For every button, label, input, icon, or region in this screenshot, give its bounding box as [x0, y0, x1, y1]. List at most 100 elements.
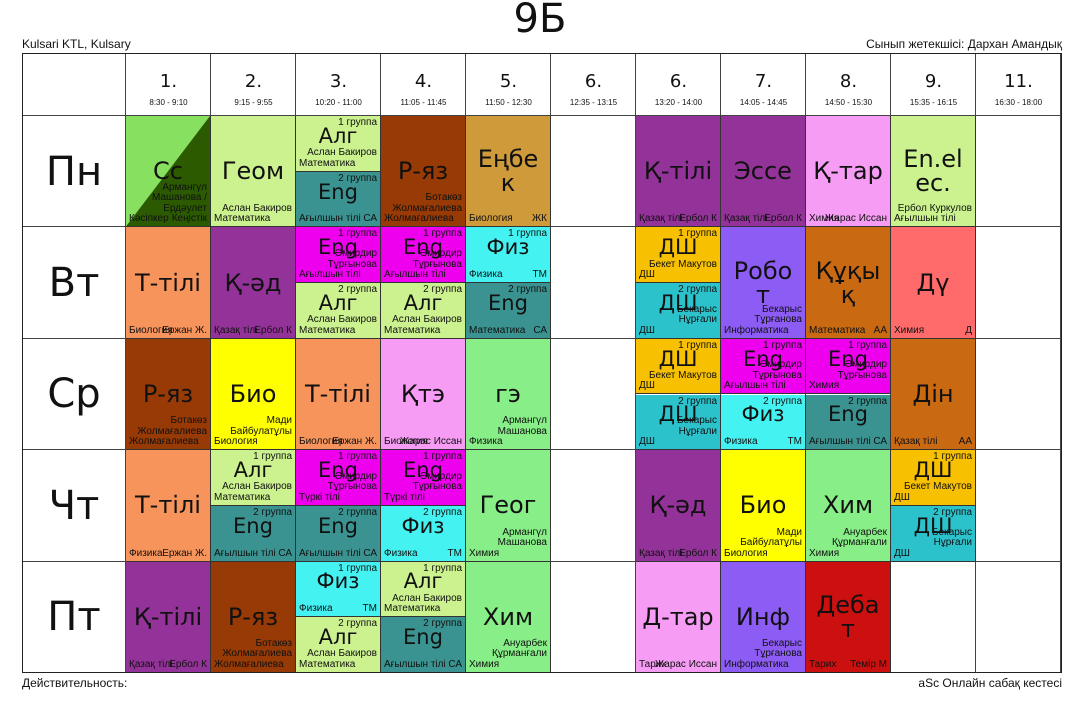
- lesson-card[interactable]: 2 группа Eng Ағылшын тілі СА: [806, 394, 891, 451]
- lesson-card[interactable]: Т-тілі Биология Ержан Ж.: [296, 338, 381, 451]
- lesson-card[interactable]: Қтэ Биология Жарас Иссан: [381, 338, 466, 451]
- lesson-card[interactable]: 1 группа ДШ Бекет Макутов ДШ: [891, 450, 976, 506]
- room-label: Химия: [894, 324, 925, 336]
- group-label: 1 группа: [338, 228, 377, 240]
- lesson-card[interactable]: 2 группа Eng Ағылшын тілі СА: [296, 171, 381, 228]
- teacher-code: Жарас Иссан: [824, 213, 887, 225]
- period-time: 9:15 - 9:55: [234, 98, 273, 107]
- lesson-card[interactable]: Т-тілі Биология Ержан Ж.: [126, 227, 211, 339]
- lesson-card[interactable]: Геог Армангүл Машанова Химия: [466, 450, 551, 562]
- teacher-label: Бекарыс Нұрғали: [931, 526, 972, 549]
- day-label: Чт: [48, 482, 100, 529]
- lesson-card[interactable]: 1 группа ДШ Бекет Макутов ДШ: [636, 227, 721, 284]
- lesson-card[interactable]: 2 группа ДШ Бекарыс Нұрғали ДШ: [636, 283, 721, 339]
- lesson-card[interactable]: Құқы қ Математика АА: [806, 227, 891, 339]
- subject-label: Eng: [488, 290, 528, 315]
- teacher-code: СА: [363, 547, 377, 559]
- period-time: 14:50 - 15:30: [824, 98, 873, 107]
- period-time: 10:20 - 11:00: [315, 98, 362, 107]
- lesson-card[interactable]: 1 группа Eng Әмирдир Тұрғынова Түркі тілі: [381, 450, 466, 506]
- lesson-card[interactable]: 2 группа Алг Аслан Бакиров Математика: [381, 283, 466, 339]
- grid-cell: [551, 53, 636, 116]
- lesson-card[interactable]: Био Мади Байбулатұлы Биология: [721, 450, 806, 562]
- lesson-card[interactable]: 2 группа Алг Аслан Бакиров Математика: [296, 283, 381, 339]
- lesson-card[interactable]: 1 группа ДШ Бекет Макутов ДШ: [636, 338, 721, 395]
- lesson-card[interactable]: Инф Бекарыс Тұрғанова Информатика: [721, 561, 806, 673]
- teacher-label: Ануарбек Құрманғали: [832, 526, 887, 549]
- lesson-card[interactable]: 1 группа Eng Әмирдир Тұрғынова Ағылшын тілі: [381, 227, 466, 284]
- subject-label: Т-тілі: [305, 379, 371, 408]
- room-label: ДШ: [639, 380, 655, 392]
- period-number: 7.: [754, 71, 773, 92]
- room-label: Кәсіпкер: [129, 213, 169, 225]
- lesson-card[interactable]: Қ-әд Қазақ тілі Ербол К: [636, 450, 721, 562]
- lesson-card[interactable]: Қ-тар Химия Жарас Иссан: [806, 116, 891, 228]
- lesson-card[interactable]: En.el ec. Ербол Куркулов Ағылшын тілі: [891, 116, 976, 228]
- grid-cell: [22, 116, 126, 228]
- lesson-card[interactable]: 1 группа Eng Әмирдир Тұрғынова Ағылшын тілі: [721, 338, 806, 395]
- lesson-card[interactable]: 2 группа Физ Физика ТМ: [381, 505, 466, 562]
- grid-cell: [466, 53, 551, 116]
- subject-label: Физ: [316, 569, 360, 594]
- lesson-card[interactable]: Т-тілі Физика Ержан Ж.: [126, 450, 211, 562]
- grid-cell: [891, 53, 976, 116]
- teacher-label: Бекарыс Тұрғанова: [754, 303, 802, 326]
- lesson-card[interactable]: Хим Ануарбек Құрманғали Химия: [466, 561, 551, 673]
- lesson-card[interactable]: 1 группа Алг Аслан Бакиров Математика: [211, 450, 296, 506]
- subject-label: Р-яз: [227, 602, 279, 631]
- teacher-label: Әмирдир Тұрғынова: [327, 248, 377, 270]
- lesson-card[interactable]: Хим Ануарбек Құрманғали Химия: [806, 450, 891, 562]
- lesson-card[interactable]: 2 группа ДШ Бекарыс Нұрғали ДШ: [891, 505, 976, 562]
- group-label: 2 группа: [423, 618, 462, 630]
- lesson-card[interactable]: 2 группа Eng Математика СА: [466, 283, 551, 339]
- grid-cell: [976, 227, 1061, 339]
- lesson-card[interactable]: Био Мади Байбулатұлы Биология: [211, 338, 296, 451]
- subject-label: Eng: [318, 458, 358, 483]
- lesson-card[interactable]: Д-тар Тарих Жарас Иссан: [636, 561, 721, 673]
- grid-cell: [806, 53, 891, 116]
- teacher-code: Ербол К: [254, 324, 292, 336]
- subject-label: Хим: [822, 491, 874, 520]
- lesson-card[interactable]: 2 группа Физ Физика ТМ: [721, 394, 806, 451]
- lesson-card[interactable]: Дү Химия Д: [891, 227, 976, 339]
- lesson-card[interactable]: 2 группа Eng Ағылшын тілі СА: [296, 505, 381, 562]
- lesson-card[interactable]: 2 группа ДШ Бекарыс Нұрғали ДШ: [636, 394, 721, 451]
- lesson-card[interactable]: Р-яз Ботакөз Жолмағалиева Жолмағалиева: [126, 338, 211, 451]
- lesson-card[interactable]: 1 группа Eng Әмирдир Тұрғынова Түркі тілі: [296, 450, 381, 506]
- lesson-card[interactable]: Р-яз Ботакөз Жолмағалиева Жолмағалиева: [211, 561, 296, 673]
- lesson-card[interactable]: Қ-әд Қазақ тілі Ербол К: [211, 227, 296, 339]
- grid-cell: [976, 53, 1061, 116]
- subject-label: Алг: [318, 123, 358, 148]
- room-label: Биология: [299, 436, 343, 448]
- lesson-card[interactable]: 1 группа Алг Аслан Бакиров Математика: [381, 561, 466, 618]
- lesson-card[interactable]: Еңбе к Биология ЖК: [466, 116, 551, 228]
- lesson-card[interactable]: Сс Армангүл Машанова / Ердәулет Кәсіпкер Ке…: [126, 116, 211, 228]
- lesson-card[interactable]: Қ-тілі Қазақ тілі Ербол К: [636, 116, 721, 228]
- lesson-card[interactable]: 1 группа Физ Физика ТМ: [466, 227, 551, 284]
- lesson-card[interactable]: 1 группа Eng Әмирдир Тұрғынова Химия: [806, 338, 891, 395]
- lesson-card[interactable]: Геом Аслан Бакиров Математика: [211, 116, 296, 228]
- lesson-card[interactable]: 1 группа Eng Әмирдир Тұрғынова Ағылшын тілі: [296, 227, 381, 284]
- lesson-card[interactable]: Р-яз Ботакөз Жолмағалиева Жолмағалиева: [381, 116, 466, 228]
- subject-label: Алг: [403, 569, 443, 594]
- lesson-card[interactable]: Қ-тілі Қазақ тілі Ербол К: [126, 561, 211, 673]
- subject-label: ДШ: [658, 235, 698, 260]
- subject-label: Хим: [482, 602, 534, 631]
- lesson-card[interactable]: Эссе Қазақ тілі Ербол К: [721, 116, 806, 228]
- room-label: Биология: [724, 547, 768, 559]
- lesson-card[interactable]: 2 группа Eng Ағылшын тілі СА: [211, 505, 296, 562]
- group-label: 1 группа: [423, 228, 462, 240]
- lesson-card[interactable]: 2 группа Алг Аслан Бакиров Математика: [296, 617, 381, 673]
- lesson-card[interactable]: Дін Қазақ тілі АА: [891, 338, 976, 451]
- room-label: Физика: [469, 436, 503, 448]
- lesson-card[interactable]: 1 группа Физ Физика ТМ: [296, 561, 381, 618]
- lesson-card[interactable]: Деба т Тарих Темір М: [806, 561, 891, 673]
- lesson-card[interactable]: Робо т Бекарыс Тұрғанова Информатика: [721, 227, 806, 339]
- subject-label: Eng: [403, 625, 443, 650]
- lesson-card[interactable]: 2 группа Eng Ағылшын тілі СА: [381, 617, 466, 673]
- period-time: 11:50 - 12:30: [485, 98, 532, 107]
- teacher-code: АА: [958, 436, 972, 448]
- teacher-label: Мади Байбулатұлы: [740, 526, 802, 549]
- lesson-card[interactable]: 1 группа Алг Аслан Бакиров Математика: [296, 116, 381, 172]
- lesson-card[interactable]: гэ Армангүл Машанова Физика: [466, 338, 551, 451]
